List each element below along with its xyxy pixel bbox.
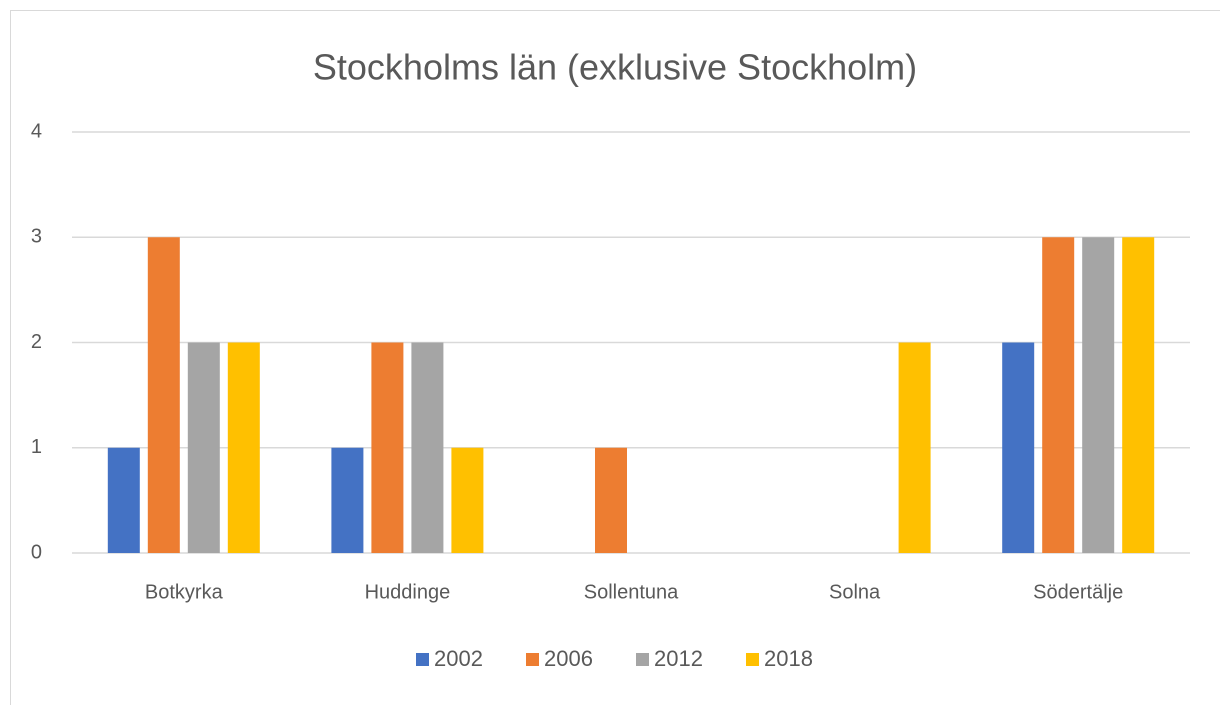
bar <box>371 342 404 553</box>
bar <box>1082 237 1115 553</box>
legend-label: 2012 <box>654 646 703 671</box>
bar <box>147 237 180 553</box>
x-tick-label: Huddinge <box>365 581 451 603</box>
y-tick-label: 0 <box>31 541 42 563</box>
y-tick-label: 4 <box>31 120 42 142</box>
x-tick-label: Solna <box>829 581 881 603</box>
y-tick-label: 3 <box>31 226 42 248</box>
bar <box>595 447 627 553</box>
bar <box>227 342 260 553</box>
bar <box>411 342 444 553</box>
chart-title: Stockholms län (exklusive Stockholm) <box>313 47 917 88</box>
legend-swatch <box>526 653 539 666</box>
y-tick-label: 1 <box>31 436 42 458</box>
bar <box>1122 237 1155 553</box>
y-tick-label: 2 <box>31 331 42 353</box>
x-tick-label: Sollentuna <box>584 581 679 603</box>
legend-swatch <box>636 653 649 666</box>
legend-label: 2006 <box>544 646 593 671</box>
bar <box>1002 342 1035 553</box>
x-tick-label: Södertälje <box>1033 581 1123 603</box>
bar <box>898 342 931 553</box>
bar <box>187 342 220 553</box>
legend-label: 2018 <box>764 646 813 671</box>
bar <box>107 447 140 553</box>
bar <box>451 447 484 553</box>
x-tick-label: Botkyrka <box>145 581 224 603</box>
bar <box>1042 237 1075 553</box>
legend-swatch <box>416 653 429 666</box>
legend-label: 2002 <box>434 646 483 671</box>
bar <box>331 447 364 553</box>
legend-swatch <box>746 653 759 666</box>
